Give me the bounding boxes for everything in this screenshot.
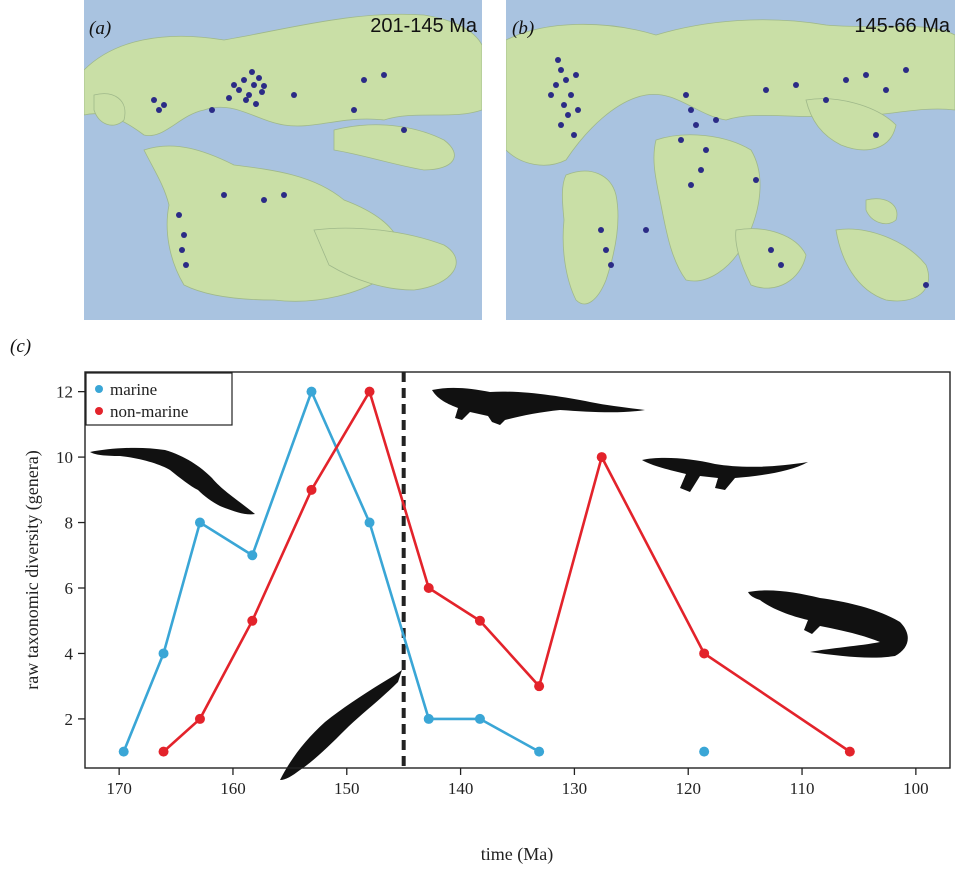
map-panel-a: (a) 201-145 Ma bbox=[84, 0, 482, 320]
paleomap-jurassic: (a) 201-145 Ma bbox=[84, 0, 482, 320]
legend: marine non-marine bbox=[85, 372, 233, 426]
x-tick-label: 130 bbox=[562, 779, 588, 798]
x-axis-title: time (Ma) bbox=[481, 844, 553, 865]
x-tick-label: 170 bbox=[106, 779, 132, 798]
data-point-marine bbox=[534, 746, 545, 757]
legend-box bbox=[85, 372, 233, 426]
x-tick-label: 160 bbox=[220, 779, 246, 798]
data-point-non-marine bbox=[423, 583, 434, 593]
continents bbox=[506, 19, 955, 305]
data-point-non-marine bbox=[596, 452, 607, 463]
marine-crocodyliform-silhouette-2 bbox=[280, 670, 402, 780]
non-marine-crocodyliform-silhouette-1 bbox=[432, 387, 645, 425]
data-point-marine bbox=[306, 386, 317, 397]
data-point-marine bbox=[158, 648, 169, 659]
x-tick-label: 140 bbox=[448, 779, 474, 798]
plot-frame bbox=[84, 371, 951, 769]
panel-c-letter: (c) bbox=[10, 336, 31, 357]
non-marine-crocodyliform-silhouette-2 bbox=[642, 457, 808, 492]
x-tick-label: 110 bbox=[790, 779, 815, 798]
data-point-non-marine bbox=[247, 615, 258, 626]
data-point-non-marine bbox=[474, 615, 485, 626]
x-tick-label: 100 bbox=[903, 779, 929, 798]
legend-label-non-marine: non-marine bbox=[110, 402, 188, 421]
data-point-non-marine bbox=[364, 386, 375, 397]
panel-b-title: 145-66 Ma bbox=[854, 15, 950, 37]
data-point-non-marine bbox=[306, 484, 317, 495]
legend-label-marine: marine bbox=[110, 380, 157, 399]
legend-marker-non-marine bbox=[95, 407, 103, 415]
data-point-non-marine bbox=[844, 746, 855, 757]
data-point-non-marine bbox=[699, 648, 710, 659]
map-panel-b: (b) 145-66 Ma bbox=[506, 0, 955, 320]
data-point-marine bbox=[247, 550, 258, 561]
x-tick-label: 150 bbox=[334, 779, 360, 798]
paleomap-cretaceous: (b) 145-66 Ma bbox=[506, 0, 955, 320]
y-tick-label: 8 bbox=[65, 514, 74, 533]
data-point-marine bbox=[194, 517, 205, 528]
data-point-marine bbox=[423, 713, 434, 724]
panel-a-title: 201-145 Ma bbox=[370, 15, 478, 37]
data-point-non-marine bbox=[158, 746, 169, 757]
data-point-marine bbox=[364, 517, 375, 528]
series-line-non-marine bbox=[162, 388, 851, 753]
data-point-non-marine bbox=[194, 713, 205, 724]
series-line-marine bbox=[122, 388, 540, 753]
continents bbox=[84, 13, 482, 302]
fossil-occurrences bbox=[151, 69, 407, 268]
data-point-non-marine bbox=[534, 681, 545, 692]
y-tick-label: 12 bbox=[56, 383, 73, 402]
panel-a-letter: (a) bbox=[89, 18, 111, 39]
panel-b-letter: (b) bbox=[512, 18, 534, 39]
non-marine-crocodyliform-silhouette-3 bbox=[748, 590, 908, 658]
x-tick-label: 120 bbox=[675, 779, 701, 798]
y-tick-label: 6 bbox=[65, 579, 74, 598]
marine-crocodyliform-silhouette-1 bbox=[90, 447, 255, 515]
y-axis: 2 4 6 8 10 12 bbox=[56, 383, 85, 729]
y-tick-label: 2 bbox=[65, 710, 74, 729]
data-point-marine bbox=[474, 713, 485, 724]
series-layer bbox=[118, 386, 855, 757]
fossil-occurrences bbox=[548, 57, 929, 288]
y-tick-label: 10 bbox=[56, 448, 73, 467]
x-axis: 170 160 150 140 130 120 110 100 bbox=[106, 768, 929, 798]
data-point-marine bbox=[699, 746, 710, 757]
silhouettes bbox=[90, 387, 908, 780]
y-axis-title: raw taxonomic diversity (genera) bbox=[22, 450, 43, 689]
diversity-chart: (c) 2 4 6 8 10 12 170 160 150 140 130 120 110 100 ma… bbox=[10, 336, 951, 865]
y-tick-label: 4 bbox=[65, 644, 74, 663]
data-point-marine bbox=[118, 746, 129, 757]
legend-marker-marine bbox=[95, 385, 103, 393]
